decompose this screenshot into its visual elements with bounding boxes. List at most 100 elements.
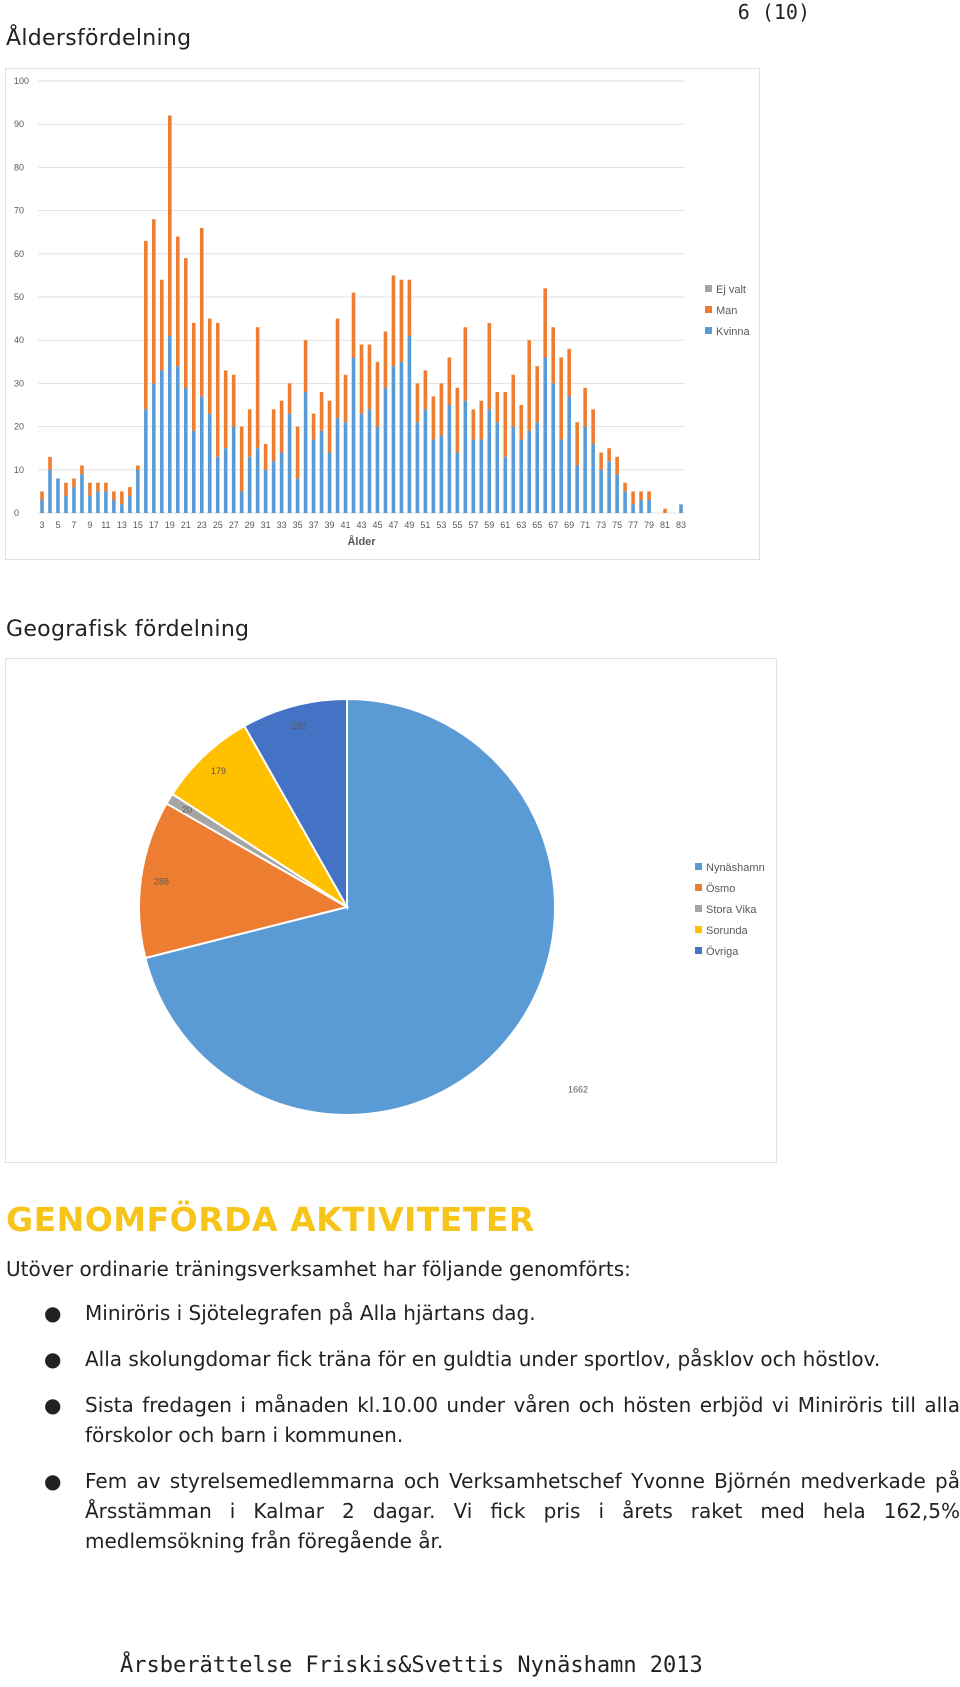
bar-segment [343,422,348,513]
bar-segment [575,422,579,466]
y-tick-label: 20 [14,422,24,432]
bar-segment [351,292,356,358]
y-tick-label: 40 [14,335,24,345]
pie-slice [170,724,348,908]
bar-segment [215,456,220,513]
bar-segment [519,439,524,513]
bar-segment [583,387,587,427]
bar-segment [583,426,587,513]
bar-segment [535,422,540,513]
bar-segment [56,478,60,513]
x-tick-label: 17 [149,520,159,530]
bar-segment [175,366,180,513]
bar-segment [215,322,220,457]
activity-list: ● Miniröris i Sjötelegrafen på Alla hjärt… [44,1298,960,1572]
x-tick-label: 31 [261,520,271,530]
bar-segment [391,275,396,367]
x-tick-label: 27 [229,520,239,530]
bar-segment [591,443,595,513]
x-tick-label: 33 [277,520,287,530]
bar-segment [64,495,68,513]
bar-segment [487,409,492,513]
bar-segment [303,392,308,513]
bar-segment [271,461,276,513]
bar-segment [311,439,316,513]
x-tick-label: 15 [133,520,143,530]
pie-data-label: 20 [182,805,192,815]
bar-segment [631,504,635,513]
bar-segment [207,318,212,414]
bar-segment [80,474,84,513]
bar-segment [247,456,252,513]
bar-segment [72,487,76,513]
bar-segment [479,400,484,440]
bar-segment [167,335,172,513]
x-tick-label: 13 [117,520,127,530]
x-tick-label: 69 [564,520,574,530]
activities-intro: Utöver ordinarie träningsverksamhet har … [6,1257,631,1281]
x-tick-label: 71 [580,520,590,530]
legend-swatch [695,926,702,933]
bar-segment [407,335,412,513]
bar-segment [351,357,356,513]
bar-segment [479,439,484,513]
bar-segment [327,400,332,453]
bar-segment [447,405,452,513]
bullet-icon: ● [44,1301,62,1325]
page-number: 6 (10) [737,0,810,24]
bar-segment [255,448,260,513]
legend-label: Nynäshamn [706,862,765,874]
bar-segment [40,491,44,501]
bar-segment [607,448,611,462]
bar-segment [40,500,44,513]
bar-segment [463,400,468,513]
bar-segment [455,452,460,513]
y-tick-label: 60 [14,249,24,259]
list-item-text: Alla skolungdomar fick träna för en guld… [85,1347,881,1371]
legend-label: Ösmo [706,883,735,895]
y-tick-label: 30 [14,378,24,388]
bar-segment [112,500,116,513]
bar-segment [104,491,108,513]
bar-segment [439,383,444,436]
bar-segment [263,469,268,513]
bar-segment [383,331,388,388]
bar-segment [503,456,508,513]
bar-segment [559,357,563,440]
bar-segment [96,482,100,492]
bar-segment [407,279,412,336]
bar-segment [255,327,260,449]
list-item: ● Fem av styrelsemedlemmarna och Verksamh… [44,1466,960,1556]
pie-slice [138,802,350,960]
bar-segment [175,236,180,367]
pie-slice [144,697,556,1116]
legend-swatch [705,285,712,292]
bar-segment [247,409,252,457]
bar-segment [639,500,643,513]
bar-segment [455,387,460,453]
bar-segment [663,508,667,513]
x-tick-label: 47 [388,520,398,530]
bar-segment [631,491,635,505]
bar-segment [263,443,268,470]
bar-segment [191,430,196,513]
bar-segment [527,340,532,431]
x-tick-label: 19 [165,520,175,530]
x-tick-label: 29 [245,520,255,530]
x-tick-label: 11 [101,520,110,530]
x-tick-label: 77 [628,520,638,530]
pie-data-label: 286 [154,877,169,887]
bar-segment [120,504,124,513]
bar-segment [415,383,420,423]
x-tick-label: 7 [71,520,76,530]
bar-segment [144,240,148,410]
legend-swatch [695,947,702,954]
bar-segment [279,452,284,513]
bar-segment [207,413,212,513]
x-tick-label: 57 [468,520,478,530]
bar-segment [399,279,404,362]
bar-segment [271,409,276,462]
bar-segment [231,374,236,427]
page-footer: Årsberättelse Friskis&Svettis Nynäshamn … [120,1653,703,1678]
bullet-icon: ● [44,1469,62,1493]
